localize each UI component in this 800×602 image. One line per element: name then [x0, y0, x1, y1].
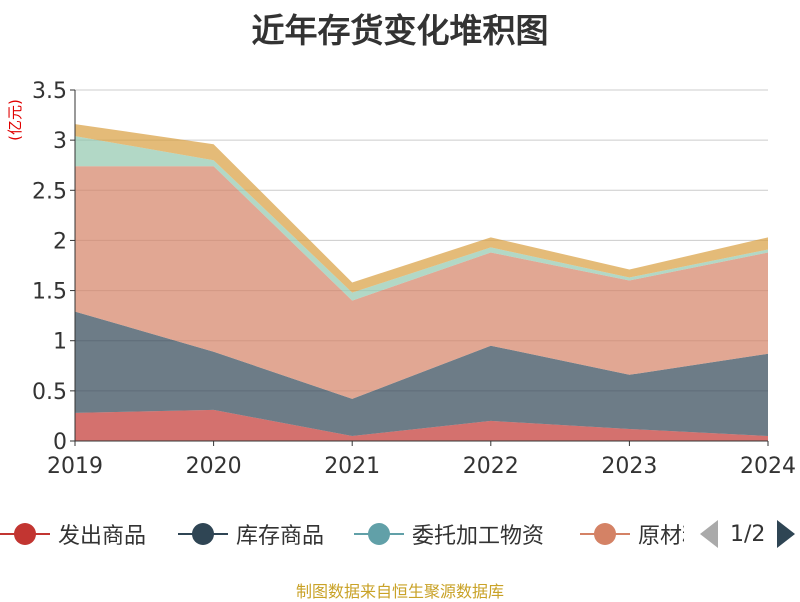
legend-items: 发出商品 库存商品 委托加工物资 原材料 — [0, 512, 684, 556]
legend-label: 原材料 — [638, 524, 684, 549]
area-series-原材料 — [75, 166, 768, 399]
x-tick-label: 2019 — [47, 454, 103, 479]
x-tick-label: 2021 — [324, 454, 380, 479]
area-series-库存商品 — [75, 311, 768, 436]
y-tick-label: 0 — [53, 430, 67, 455]
legend-next-page-icon[interactable] — [777, 520, 796, 548]
y-tick-label: 3.5 — [32, 79, 67, 104]
legend: 发出商品 库存商品 委托加工物资 原材料 1/2 — [0, 512, 800, 556]
legend-pager: 1/2 — [700, 520, 796, 548]
y-tick-label: 3 — [53, 129, 67, 154]
source-note: 制图数据来自恒生聚源数据库 — [295, 582, 504, 601]
area-series-在产品 — [75, 124, 768, 293]
y-tick-label: 1 — [53, 330, 67, 355]
legend-item[interactable]: 委托加工物资 — [354, 520, 545, 549]
x-tick-label: 2022 — [463, 454, 519, 479]
area-series-周转材料 — [75, 136, 768, 301]
y-tick-label: 1.5 — [32, 280, 67, 305]
legend-item[interactable]: 发出商品 — [0, 520, 147, 549]
legend-label: 发出商品 — [58, 524, 147, 549]
legend-label: 库存商品 — [236, 524, 325, 549]
legend-item[interactable]: 库存商品 — [178, 520, 325, 549]
legend-item[interactable]: 原材料 — [580, 520, 684, 549]
legend-marker-icon — [354, 520, 404, 548]
legend-marker-icon — [178, 520, 228, 548]
y-axis-unit-label: (亿元) — [6, 99, 24, 141]
stacked-area-chart: 0 0.5 1 1.5 2 2.5 3 3.5 2019 2020 2021 2022 2023 2024… — [6, 79, 796, 479]
legend-marker-icon — [0, 520, 50, 548]
area-series-发出商品 — [75, 409, 768, 441]
x-tick-label: 2023 — [601, 454, 657, 479]
y-tick-label: 2.5 — [32, 179, 67, 204]
chart-title: 近年存货变化堆积图 — [251, 11, 549, 50]
y-tick-label: 0.5 — [32, 380, 67, 405]
legend-label: 委托加工物资 — [412, 524, 545, 549]
legend-marker-icon — [580, 520, 630, 548]
y-tick-label: 2 — [53, 229, 67, 254]
legend-page-indicator: 1/2 — [730, 521, 766, 547]
x-tick-label: 2020 — [186, 454, 242, 479]
x-tick-label: 2024 — [740, 454, 796, 479]
legend-prev-page-icon[interactable] — [700, 520, 718, 548]
